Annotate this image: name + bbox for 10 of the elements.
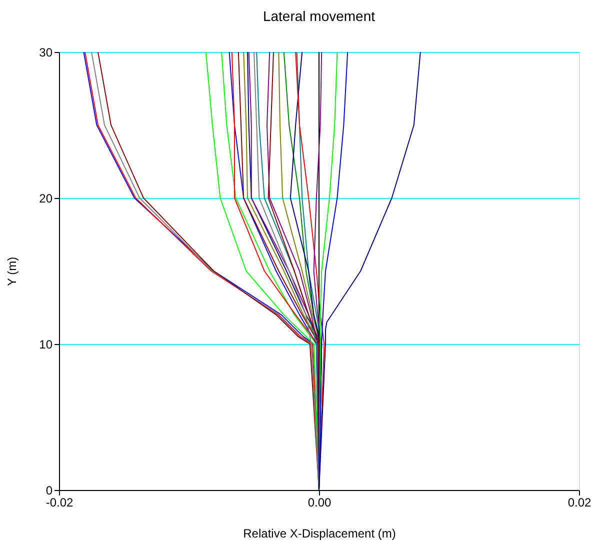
y-tick-label: 30 <box>39 46 53 60</box>
x-tick-label: -0.02 <box>46 496 74 510</box>
chart-title: Lateral movement <box>262 8 376 24</box>
y-tick-label: 0 <box>46 484 53 498</box>
y-axis-title: Y (m) <box>5 256 20 286</box>
y-tick-label: 10 <box>39 338 53 352</box>
x-tick-label: 0.02 <box>568 496 592 510</box>
x-axis-title: Relative X-Displacement (m) <box>243 526 396 540</box>
y-tick-label: 20 <box>39 192 53 206</box>
x-tick-label: 0.00 <box>308 496 332 510</box>
